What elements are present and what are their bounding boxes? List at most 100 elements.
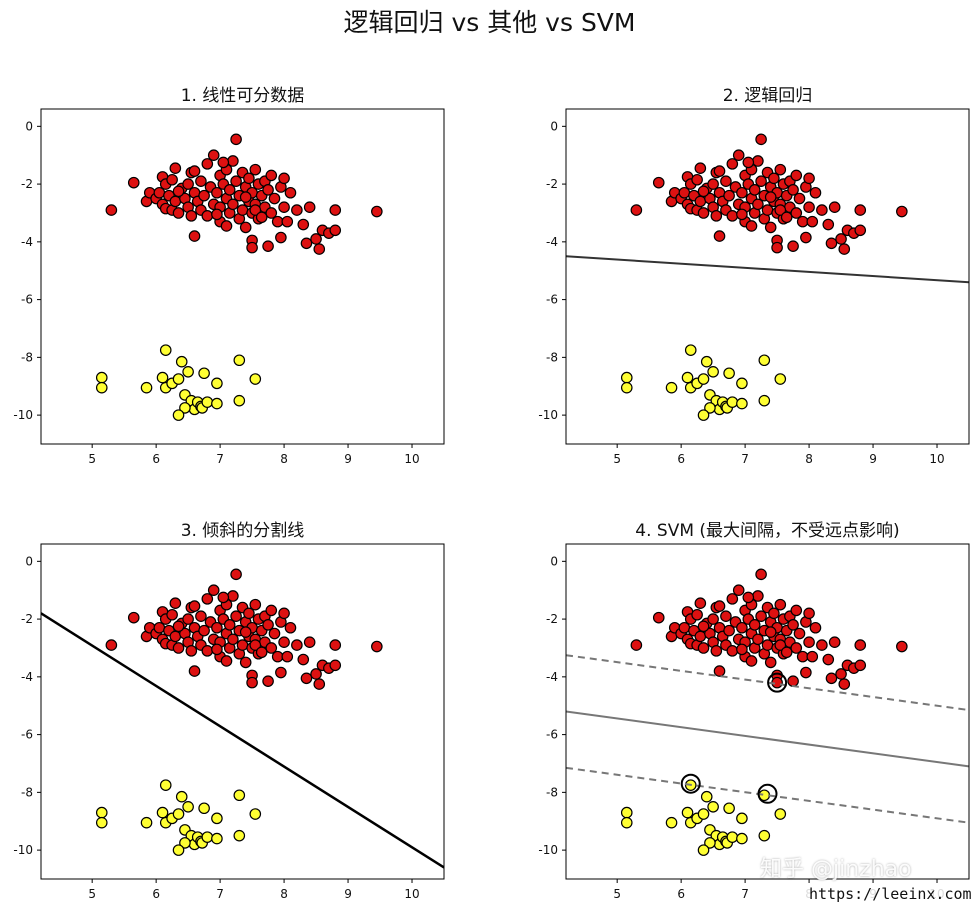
point-class-red	[803, 172, 815, 185]
point-class-red	[278, 201, 290, 213]
support-vector-ring	[767, 672, 788, 693]
point-class-red	[211, 643, 223, 656]
point-class-red	[803, 607, 815, 620]
point-class-red	[822, 218, 835, 231]
point-class-red	[211, 621, 223, 634]
point-class-red	[697, 642, 710, 654]
point-class-yellow	[681, 371, 694, 384]
x-tick-label: 5	[88, 452, 96, 466]
point-class-red	[816, 204, 828, 216]
point-class-red	[748, 619, 761, 631]
point-class-red	[745, 220, 758, 232]
figure-suptitle: 逻辑回归 vs 其他 vs SVM	[343, 8, 636, 37]
point-class-red	[787, 675, 799, 687]
point-class-red	[169, 162, 182, 175]
subplot-title: 2. 逻辑回归	[723, 86, 813, 106]
margin-line	[566, 766, 969, 824]
point-class-red	[271, 215, 284, 228]
point-class-yellow	[620, 371, 633, 384]
point-class-yellow	[707, 801, 719, 813]
y-tick-label: -4	[546, 670, 558, 684]
point-class-red	[755, 175, 767, 187]
point-class-yellow	[665, 816, 678, 829]
point-class-yellow	[95, 806, 108, 819]
point-class-red	[303, 636, 316, 648]
point-class-red	[726, 210, 739, 222]
x-tick-label: 8	[280, 452, 288, 466]
point-class-red	[822, 653, 835, 666]
point-class-red	[835, 233, 847, 245]
point-class-red	[127, 611, 140, 624]
x-tick-label: 6	[677, 887, 685, 901]
point-class-red	[105, 204, 118, 216]
point-class-red	[732, 584, 745, 597]
point-class-yellow	[198, 802, 210, 815]
point-class-yellow	[620, 816, 633, 829]
point-class-yellow	[159, 779, 172, 791]
point-class-red	[742, 591, 755, 604]
point-class-red	[828, 201, 841, 213]
point-class-red	[828, 636, 841, 648]
point-class-red	[265, 207, 278, 219]
point-class-red	[278, 636, 290, 648]
x-tick-label: 5	[88, 887, 96, 901]
axes-frame	[40, 108, 445, 445]
point-class-red	[825, 672, 838, 685]
point-class-red	[182, 178, 194, 190]
point-class-red	[313, 678, 326, 690]
point-class-yellow	[172, 373, 185, 385]
point-class-yellow	[620, 806, 633, 819]
point-class-red	[243, 172, 255, 185]
point-class-red	[723, 189, 735, 202]
point-class-red	[268, 627, 281, 640]
y-tick-label: -10	[13, 408, 33, 422]
x-tick-label: 7	[741, 452, 749, 466]
point-class-red	[723, 624, 735, 637]
point-class-red	[246, 241, 258, 254]
point-class-red	[896, 205, 908, 218]
point-class-yellow	[774, 808, 787, 820]
point-class-red	[793, 192, 806, 205]
x-tick-label: 6	[152, 887, 160, 901]
point-class-red	[262, 619, 274, 631]
point-class-yellow	[233, 789, 246, 802]
point-class-yellow	[156, 371, 169, 384]
y-tick-label: -8	[21, 785, 33, 799]
point-class-yellow	[140, 381, 153, 394]
point-class-yellow	[723, 367, 735, 380]
point-class-red	[255, 646, 268, 659]
point-class-red	[169, 195, 182, 208]
point-class-red	[207, 584, 220, 597]
point-class-red	[172, 207, 185, 219]
point-class-red	[630, 639, 643, 651]
y-tick-label: -8	[21, 350, 33, 364]
point-class-yellow	[697, 808, 710, 820]
point-class-yellow	[201, 831, 214, 843]
point-class-red	[262, 184, 274, 196]
watermark-text: 知乎 @jinzhao	[760, 857, 912, 882]
point-class-red	[806, 215, 819, 228]
point-class-red	[713, 165, 726, 177]
point-class-yellow	[233, 829, 246, 842]
point-class-red	[278, 172, 290, 185]
point-class-red	[726, 593, 739, 605]
point-class-red	[223, 619, 236, 631]
point-class-red	[710, 210, 723, 222]
y-tick-label: -4	[21, 670, 33, 684]
point-class-red	[188, 665, 201, 677]
point-class-yellow	[95, 381, 108, 394]
point-class-yellow	[726, 831, 739, 843]
x-tick-label: 9	[344, 887, 352, 901]
x-tick-label: 8	[805, 452, 813, 466]
point-class-red	[297, 653, 310, 666]
point-class-red	[239, 191, 252, 203]
margin-line	[566, 654, 969, 712]
point-class-red	[787, 184, 799, 196]
y-tick-label: -10	[538, 408, 558, 422]
point-class-red	[105, 639, 118, 651]
point-class-red	[691, 608, 703, 621]
point-class-red	[310, 233, 322, 245]
point-class-red	[198, 624, 210, 637]
point-class-yellow	[179, 402, 191, 414]
